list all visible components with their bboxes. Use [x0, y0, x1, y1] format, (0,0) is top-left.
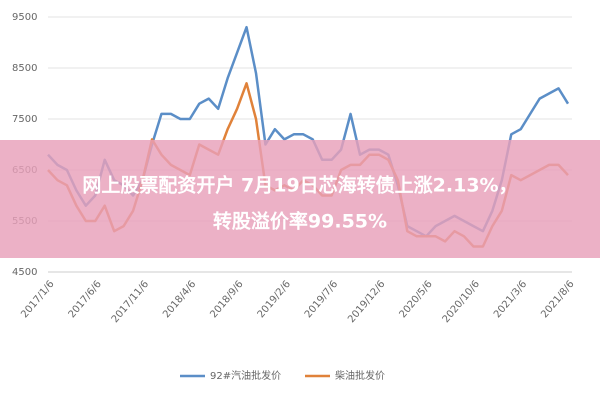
- x-tick-label: 2017/1/6: [19, 279, 56, 320]
- x-tick-label: 2020/5/6: [397, 279, 434, 320]
- x-tick-label: 2021/8/6: [539, 279, 576, 320]
- banner: [0, 140, 600, 258]
- x-tick-label: 2017/11/6: [110, 279, 151, 325]
- legend-label: 柴油批发价: [335, 369, 385, 382]
- y-tick-label: 8500: [12, 63, 37, 74]
- banner-text: 转股溢价率99.55%: [213, 210, 387, 233]
- legend-label: 92#汽油批发价: [210, 369, 281, 382]
- x-tick-label: 2019/7/6: [303, 279, 340, 320]
- x-tick-label: 2018/9/6: [208, 279, 245, 320]
- y-tick-label: 7500: [12, 114, 37, 125]
- x-tick-label: 2019/12/6: [346, 279, 387, 325]
- x-tick-label: 2018/4/6: [161, 279, 198, 320]
- x-tick-label: 2017/6/6: [67, 279, 104, 320]
- y-tick-label: 9500: [12, 12, 37, 23]
- x-tick-label: 2020/10/6: [441, 279, 482, 325]
- y-tick-label: 4500: [12, 267, 37, 278]
- x-tick-label: 2021/3/6: [492, 279, 529, 320]
- x-tick-label: 2019/2/6: [256, 279, 293, 320]
- banner-text: 网上股票配资开户 7月19日芯海转债上涨2.13%，: [82, 174, 517, 197]
